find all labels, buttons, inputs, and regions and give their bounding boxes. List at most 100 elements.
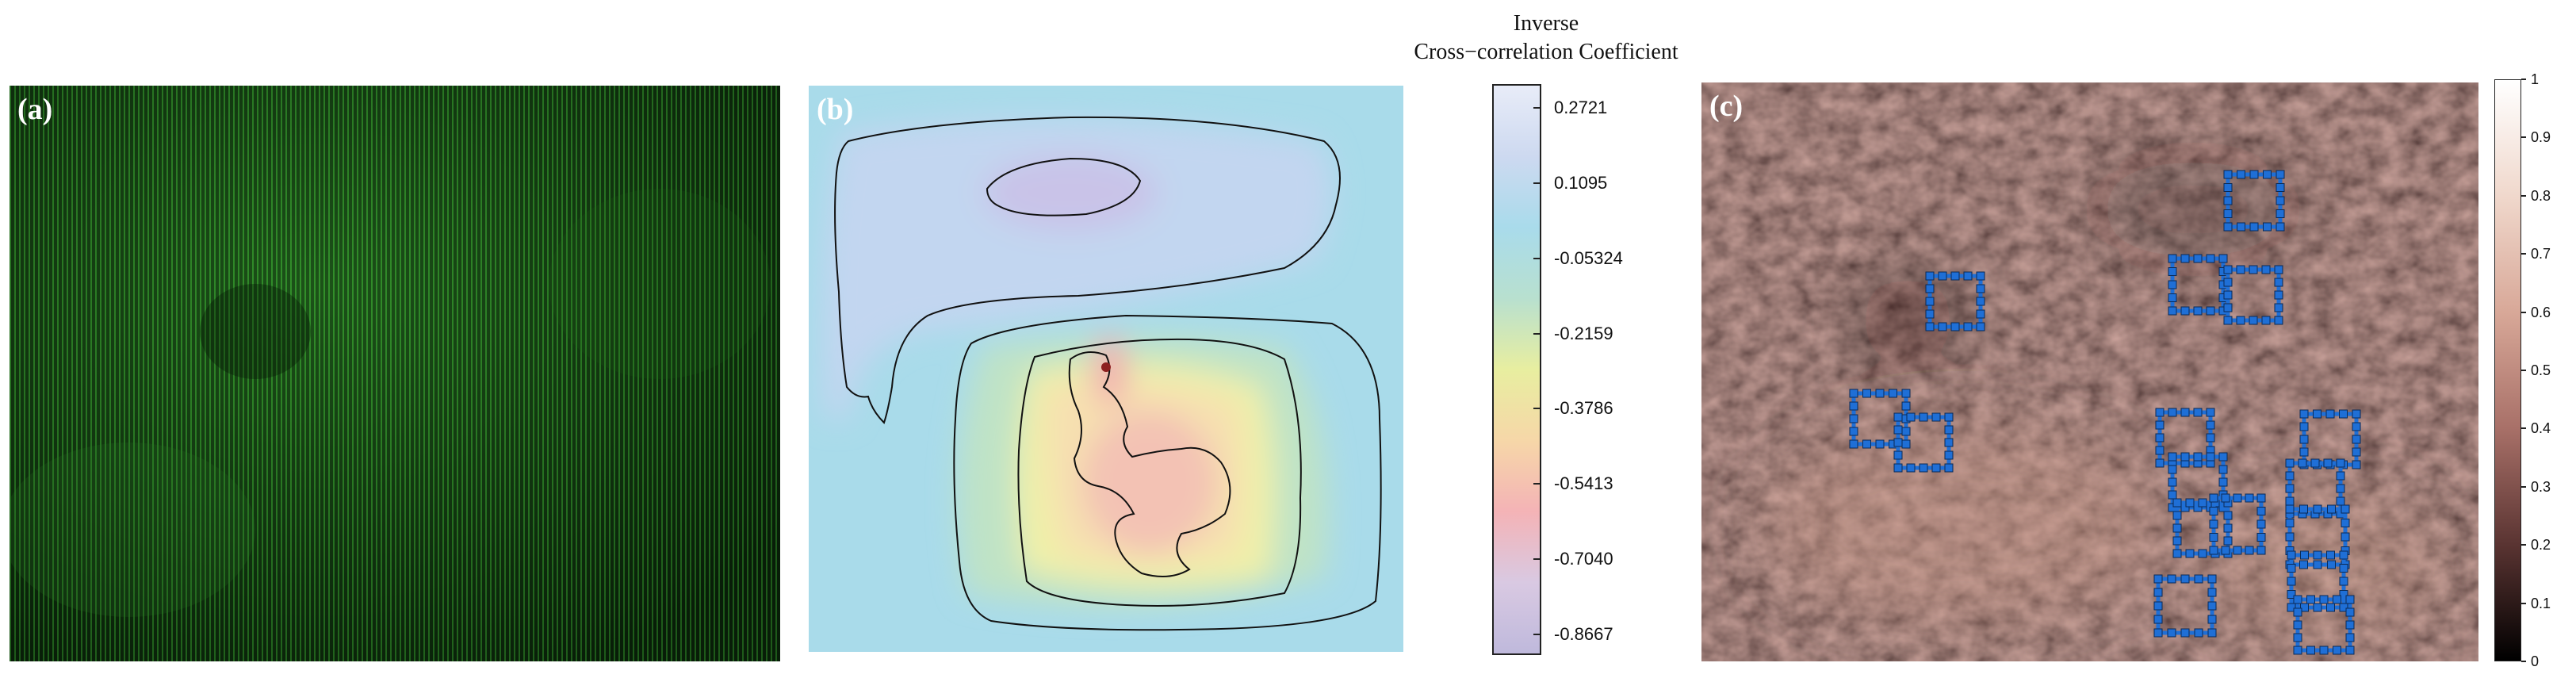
detection-box-marker [2223,303,2233,312]
detection-box-marker [1862,439,1871,449]
detection-box-marker [1893,463,1903,473]
detection-box-marker [2206,433,2215,443]
detection-box-marker [1906,463,1916,473]
colorbar-b-tick-label: -0.5413 [1554,473,1613,494]
colorbar-c-tickmark [2521,311,2526,313]
detection-box-marker [2345,620,2355,630]
detection-box-marker [2153,615,2163,624]
colorbar-b-gradient [1494,86,1540,653]
colorbar-c-tickmark [2521,427,2526,430]
colorbar-c-tick-label: 1 [2531,71,2540,87]
detection-box-marker [2168,267,2177,276]
detection-box-marker [2299,504,2308,514]
detection-box-marker [2207,601,2217,611]
detection-box-marker [2236,316,2245,325]
detection-box-marker [2313,504,2322,514]
detection-box-marker [2263,170,2272,179]
detection-box-marker [2180,574,2190,584]
colorbar-b-tick-label: -0.05324 [1554,247,1623,268]
detection-box-marker [1919,412,1928,422]
detection-box-marker [2339,550,2348,560]
detection-box-marker [1976,322,1985,331]
detection-box-marker [2313,409,2321,419]
detection-box-marker [2194,628,2203,638]
detection-box-marker [2327,504,2336,514]
detection-box-marker [2339,577,2348,586]
colorbar-c-tickmark [2521,370,2526,371]
detection-box-marker [2336,484,2345,493]
detection-box-marker [2341,504,2350,514]
detection-box-marker [2223,511,2233,520]
detection-box-marker [2236,265,2245,274]
detection-box-marker [1944,412,1954,422]
detection-box-marker [2168,293,2177,302]
detection-box-marker [2221,546,2230,555]
detection-box-marker [2274,265,2283,274]
detection-box-marker [2298,458,2307,468]
detection-box-marker [2287,590,2296,599]
detection-box-marker [2180,254,2190,263]
detection-box-marker [1931,412,1941,422]
detection-box-marker [1901,439,1911,449]
detection-box-marker [2306,595,2315,604]
panel-c-graphic [1701,82,2478,661]
detection-box-marker [1919,463,1928,473]
detection-box-marker [2293,646,2302,655]
detection-box-marker [2155,446,2165,455]
detection-box-marker [2168,280,2177,289]
detection-box-marker [2233,546,2242,555]
detection-box-marker [2352,460,2361,469]
detection-box-marker [2274,303,2283,312]
detection-box-marker [2193,306,2203,316]
detection-box-marker [2155,433,2165,443]
detection-box-marker [2206,452,2215,462]
detection-box-marker [2193,408,2203,417]
detection-box-marker [2319,595,2329,604]
detection-box-marker [2293,633,2302,642]
detection-box-marker [2299,422,2309,431]
detection-box-marker [2209,493,2218,503]
detection-box-marker [2285,519,2295,527]
detection-box-marker [2194,574,2203,584]
detection-box-marker [1938,271,1947,281]
detection-box-marker [2313,603,2322,612]
detection-box-marker [1901,389,1911,398]
detection-box-marker [2209,546,2218,555]
detection-box-marker [2223,183,2233,192]
detection-box-marker [2285,532,2295,542]
detection-box-marker [1875,389,1885,398]
detection-box-marker [2274,278,2283,287]
colorbar-c [2494,79,2521,661]
colorbar-title-line1: Inverse [1513,11,1579,36]
panel-a-label: (a) [17,93,53,126]
detection-box-marker [2285,496,2295,506]
colorbar-b-tick-label: 0.1095 [1554,172,1608,193]
detection-box-marker [2336,496,2345,506]
detection-box-marker [1862,389,1871,398]
detection-box-marker [2168,408,2177,417]
colorbar-c-tick-label: 0 [2531,653,2540,669]
colorbar-c-tickmark [2521,253,2526,255]
detection-box-marker [2276,209,2285,218]
detection-box-marker [2285,504,2295,514]
detection-box-marker [2293,620,2302,630]
detection-box-marker [2299,447,2309,457]
colorbar-b-tickmark [1533,408,1541,410]
detection-box-marker [2207,628,2217,638]
detection-box-marker [1893,412,1903,422]
detection-box-marker [2256,533,2266,542]
detection-box-marker [2167,628,2176,638]
detection-box-marker [2256,546,2266,555]
colorbar-b-tick-label: -0.3786 [1554,398,1613,419]
detection-box-marker [2223,170,2233,179]
detection-boxes [1849,170,2361,655]
detection-box-marker [2207,588,2217,597]
detection-box-marker [1901,427,1911,436]
detection-box-marker [2319,646,2329,655]
colorbar-b-tickmark [1533,107,1541,109]
colorbar-c-tick-label: 0.3 [2531,478,2551,495]
detection-box-marker [2198,498,2207,508]
colorbar-c-tick-label: 0.2 [2531,537,2551,554]
detection-box-marker [2237,170,2245,179]
detection-box-marker [2333,646,2341,655]
